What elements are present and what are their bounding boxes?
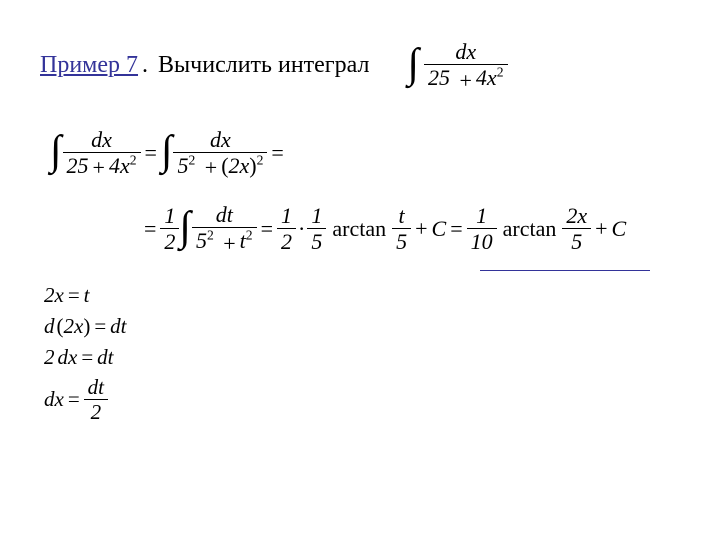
x: x (74, 314, 83, 339)
dx: dx (91, 127, 112, 152)
integral-icon: ∫ (179, 203, 191, 251)
n10: 10 (467, 229, 497, 253)
plus-icon: + (223, 231, 235, 256)
subst-line-2: d (2x) = dt (44, 314, 680, 339)
arctan-fn: arctan (503, 216, 557, 242)
n2: 2 (44, 283, 55, 308)
dx: dx (44, 387, 64, 412)
derivation-line-1: ∫ dx 25+4x2 = ∫ dx 52 +(2x)2 = (50, 128, 680, 180)
frac-2x-over-5: 2x 5 (562, 204, 591, 253)
equals-icon: = (450, 216, 462, 242)
frac-b: dx 52 +(2x)2 (173, 128, 267, 180)
n2: 2 (64, 314, 75, 339)
n1: 1 (467, 204, 497, 229)
equals-icon: = (94, 314, 106, 339)
rparen: ) (83, 314, 90, 339)
lparen: ( (221, 153, 228, 178)
plus-icon: + (460, 68, 472, 93)
derivation-line-2: = 1 2 ∫ dt 52 +t2 = 1 2 · 1 5 arctan t 5… (140, 203, 680, 255)
frac-a: dx 25+4x2 (63, 128, 141, 180)
plus-icon: + (415, 216, 427, 242)
sq: 2 (497, 65, 504, 80)
frac-c: dt 52 +t2 (192, 203, 257, 255)
t: t (84, 283, 90, 308)
frac-t-over-5: t 5 (392, 204, 411, 253)
d: d (44, 314, 55, 339)
subst-line-1: 2x = t (44, 283, 680, 308)
dx: dx (210, 127, 231, 152)
rparen: ) (249, 153, 256, 178)
sq: 2 (188, 152, 195, 167)
integral-icon: ∫ (407, 40, 419, 88)
frac-half-2: 1 2 (277, 204, 296, 253)
n4: 4 (476, 65, 487, 90)
plus-icon: + (93, 155, 105, 180)
C: C (432, 216, 447, 242)
sq: 2 (246, 228, 253, 243)
dx: dx (455, 39, 476, 64)
title-integral-fraction: dx 25 +4x2 (424, 40, 508, 92)
n5: 5 (562, 229, 591, 253)
equals-icon: = (145, 140, 157, 166)
n2: 2 (84, 400, 108, 423)
title-line: Пример 7 . Вычислить интеграл ∫ dx 25 +4… (40, 40, 680, 92)
sq: 2 (207, 228, 214, 243)
n4: 4 (109, 153, 120, 178)
subst-line-4: dx = dt 2 (44, 376, 680, 423)
C: C (612, 216, 627, 242)
integral-icon: ∫ (161, 127, 173, 175)
plus-icon: + (595, 216, 607, 242)
equals-icon: = (81, 345, 93, 370)
dt: dt (216, 202, 233, 227)
frac-tenth: 1 10 (467, 204, 497, 253)
dt: dt (110, 314, 126, 339)
arctan-fn: arctan (332, 216, 386, 242)
n5: 5 (196, 228, 207, 253)
n2: 2 (229, 153, 240, 178)
n2: 2 (44, 345, 55, 370)
frac-dt-over-2: dt 2 (84, 376, 108, 423)
x: x (240, 153, 250, 178)
lparen: ( (57, 314, 64, 339)
equals-icon: = (68, 283, 80, 308)
n5: 5 (307, 229, 326, 253)
n1: 1 (160, 204, 179, 229)
equals-icon: = (144, 216, 156, 242)
x: x (120, 153, 130, 178)
example-dot: . (142, 52, 148, 79)
n5: 5 (177, 153, 188, 178)
n5: 5 (392, 229, 411, 253)
cdot-icon: · (298, 216, 305, 242)
n2: 2 (277, 229, 296, 253)
integral-icon: ∫ (50, 127, 62, 175)
n1: 1 (307, 204, 326, 229)
frac-fifth: 1 5 (307, 204, 326, 253)
x: x (487, 65, 497, 90)
equals-icon: = (68, 387, 80, 412)
dx: dx (58, 345, 78, 370)
equals-icon: = (271, 140, 283, 166)
x: x (577, 203, 587, 228)
example-label: Пример 7 (40, 52, 138, 79)
x: x (55, 283, 64, 308)
dt: dt (88, 375, 104, 399)
sq: 2 (257, 152, 264, 167)
equals-icon: = (261, 216, 273, 242)
substitution-block: 2x = t d (2x) = dt 2 dx = dt dx = dt 2 (44, 283, 680, 423)
plus-icon: + (205, 155, 217, 180)
subst-line-3: 2 dx = dt (44, 345, 680, 370)
n25: 25 (67, 153, 89, 178)
sq: 2 (130, 152, 137, 167)
n25: 25 (428, 65, 450, 90)
frac-half-1: 1 2 (160, 204, 179, 253)
n2: 2 (566, 203, 577, 228)
n1: 1 (277, 204, 296, 229)
t: t (399, 203, 405, 228)
final-answer-underline (480, 270, 650, 271)
n2: 2 (160, 229, 179, 253)
dt: dt (97, 345, 113, 370)
compute-label: Вычислить интеграл (158, 52, 369, 79)
